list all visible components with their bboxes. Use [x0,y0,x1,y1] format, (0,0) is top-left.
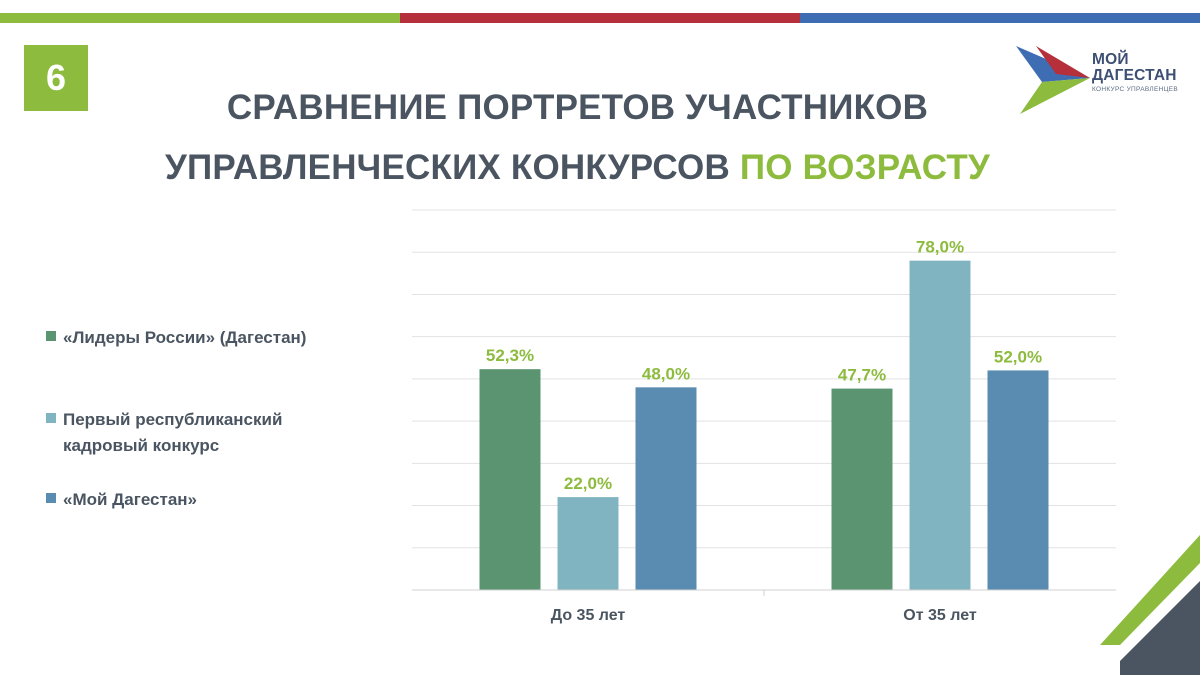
logo-arrow-icon [1016,46,1090,114]
logo-subtitle: КОНКУРС УПРАВЛЕНЦЕВ [1092,86,1178,93]
slide-number: 6 [24,45,88,111]
data-label: 78,0% [916,238,964,257]
top-bar-blue [800,13,1200,23]
data-label: 47,7% [838,366,886,385]
chart-x-axis: До 35 лет От 35 лет [412,589,1116,624]
chart-data-labels: 52,3% 22,0% 48,0% 47,7% 78,0% 52,0% [486,238,1042,493]
legend-item-series-1: «Лидеры России» (Дагестан) [46,325,343,351]
logo-title-line-2: ДАГЕСТАН [1092,67,1177,84]
legend-item-series-3: «Мой Дагестан» [46,487,343,513]
top-color-bar [0,13,1200,23]
slide-title: СРАВНЕНИЕ ПОРТРЕТОВ УЧАСТНИКОВ УПРАВЛЕНЧ… [0,78,1155,198]
bar-series-2-under-35 [557,497,619,590]
title-line-1: СРАВНЕНИЕ ПОРТРЕТОВ УЧАСТНИКОВ [226,88,929,127]
data-label: 52,0% [994,347,1042,366]
corner-decoration [1100,535,1200,675]
legend-label-series-1: «Лидеры России» (Дагестан) [63,328,307,347]
bar-series-1-over-35 [831,388,893,590]
logo-title-line-1: МОЙ [1092,51,1129,68]
brand-logo: МОЙ ДАГЕСТАН КОНКУРС УПРАВЛЕНЦЕВ [1012,44,1182,116]
x-tick-label: До 35 лет [551,607,626,624]
data-label: 22,0% [564,474,612,493]
bar-series-2-over-35 [909,260,971,590]
legend-swatch-series-3 [46,493,56,503]
title-line-2-main: УПРАВЛЕНЧЕСКИХ КОНКУРСОВ [165,148,730,187]
legend-item-series-2: Первый республиканский кадровый конкурс [46,407,313,459]
legend-swatch-series-2 [46,413,56,423]
legend-label-series-2: Первый республиканский кадровый конкурс [63,410,283,455]
x-tick-label: От 35 лет [903,607,977,624]
bar-series-3-under-35 [635,387,697,590]
top-bar-green [0,13,400,23]
legend-swatch-series-1 [46,331,56,341]
title-line-2: УПРАВЛЕНЧЕСКИХ КОНКУРСОВ ПО ВОЗРАСТУ [0,138,1155,198]
legend-label-series-3: «Мой Дагестан» [63,490,198,509]
title-line-2-accent: ПО ВОЗРАСТУ [739,148,990,187]
data-label: 48,0% [642,364,690,383]
chart-bars [479,260,1049,590]
bar-series-3-over-35 [987,370,1049,590]
logo-title: МОЙ ДАГЕСТАН [1092,52,1177,84]
data-label: 52,3% [486,346,534,365]
top-bar-red [400,13,800,23]
bar-series-1-under-35 [479,369,541,590]
